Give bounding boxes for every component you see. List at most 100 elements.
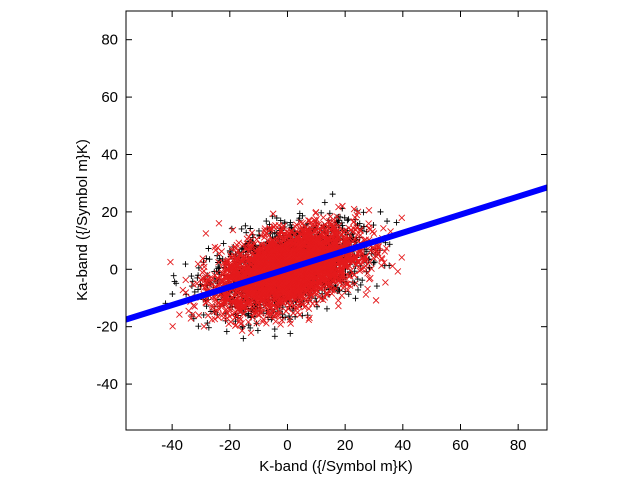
cross-point bbox=[357, 231, 364, 239]
cross-point bbox=[282, 307, 290, 315]
plus-point bbox=[195, 264, 202, 271]
cross-point bbox=[203, 299, 210, 307]
cross-point bbox=[261, 298, 269, 306]
cross-point bbox=[308, 248, 316, 256]
cross-point bbox=[228, 274, 236, 281]
cross-point bbox=[310, 227, 318, 235]
cross-point bbox=[241, 292, 248, 300]
cross-point bbox=[267, 300, 275, 307]
cross-point bbox=[308, 231, 315, 238]
cross-point bbox=[226, 312, 233, 320]
cross-point bbox=[350, 205, 358, 213]
cross-point bbox=[266, 313, 274, 320]
cross-point bbox=[268, 257, 276, 265]
cross-point bbox=[261, 248, 269, 255]
plus-point bbox=[242, 222, 249, 229]
plus-point bbox=[271, 229, 278, 236]
cross-point bbox=[247, 329, 255, 337]
cross-point bbox=[317, 240, 324, 247]
cross-point bbox=[297, 270, 305, 278]
cross-point bbox=[322, 229, 330, 237]
cross-point bbox=[244, 270, 252, 278]
cross-point bbox=[214, 307, 221, 315]
cross-point bbox=[336, 279, 344, 286]
plus-point bbox=[182, 261, 189, 268]
cross-point bbox=[244, 294, 251, 301]
cross-point bbox=[281, 273, 288, 280]
cross-point bbox=[266, 295, 274, 302]
cross-point bbox=[351, 280, 359, 288]
cross-point bbox=[327, 242, 335, 250]
cross-point bbox=[182, 276, 190, 284]
cross-point bbox=[277, 298, 284, 305]
plus-point bbox=[271, 326, 278, 333]
cross-point bbox=[333, 241, 340, 249]
plus-point bbox=[195, 286, 202, 293]
cross-point bbox=[330, 216, 337, 223]
cross-point bbox=[327, 222, 334, 230]
cross-point bbox=[232, 321, 240, 329]
cross-point bbox=[272, 239, 280, 247]
cross-point bbox=[334, 297, 342, 304]
cross-point bbox=[214, 313, 222, 321]
cross-point bbox=[222, 291, 229, 298]
cross-point bbox=[296, 198, 304, 206]
cross-point bbox=[382, 279, 389, 286]
cross-point bbox=[265, 260, 272, 268]
cross-point bbox=[341, 260, 349, 268]
cross-point bbox=[213, 269, 221, 277]
cross-point bbox=[299, 226, 307, 233]
cross-point bbox=[318, 280, 326, 288]
cross-point bbox=[248, 241, 256, 249]
cross-point bbox=[259, 318, 267, 326]
plus-point bbox=[352, 295, 359, 302]
plus-point bbox=[240, 335, 247, 342]
cross-point bbox=[276, 251, 284, 258]
cross-point bbox=[331, 284, 339, 292]
cross-point bbox=[295, 302, 303, 310]
cross-point bbox=[258, 266, 266, 274]
cross-point bbox=[342, 280, 349, 287]
cross-point bbox=[275, 311, 283, 318]
plus-point bbox=[384, 218, 391, 225]
cross-point bbox=[347, 267, 355, 274]
plus-point bbox=[245, 322, 252, 329]
cross-point bbox=[290, 276, 298, 284]
cross-point bbox=[265, 280, 273, 288]
cross-point bbox=[312, 208, 320, 216]
cross-point bbox=[332, 239, 339, 247]
plus-point bbox=[355, 286, 362, 293]
plus-point bbox=[271, 333, 278, 340]
cross-point bbox=[365, 207, 373, 214]
cross-point bbox=[225, 305, 233, 313]
cross-point bbox=[331, 258, 338, 266]
plus-point bbox=[223, 328, 230, 335]
cross-point bbox=[293, 241, 301, 248]
cross-point bbox=[195, 312, 203, 319]
cross-point bbox=[244, 257, 252, 265]
cross-point bbox=[219, 302, 226, 309]
cross-point bbox=[289, 292, 297, 300]
cross-point bbox=[304, 251, 312, 258]
cross-point bbox=[398, 254, 406, 261]
cross-point bbox=[353, 231, 361, 239]
cross-point bbox=[255, 293, 263, 301]
cross-point bbox=[224, 256, 232, 264]
cross-point bbox=[215, 219, 223, 227]
cross-point bbox=[311, 282, 319, 290]
plus-point bbox=[287, 219, 294, 226]
plus-point bbox=[188, 273, 195, 280]
cross-point bbox=[190, 302, 197, 310]
cross-point bbox=[327, 281, 335, 289]
cross-point bbox=[282, 256, 289, 263]
cross-point bbox=[293, 295, 301, 302]
cross-point bbox=[260, 241, 268, 249]
plus-point bbox=[204, 320, 211, 327]
cross-point bbox=[335, 302, 342, 310]
cross-point bbox=[289, 309, 297, 317]
plus-point bbox=[357, 281, 364, 288]
cross-point bbox=[220, 270, 228, 278]
cross-point bbox=[287, 320, 295, 327]
cross-point bbox=[270, 223, 278, 230]
cross-point bbox=[279, 245, 287, 253]
